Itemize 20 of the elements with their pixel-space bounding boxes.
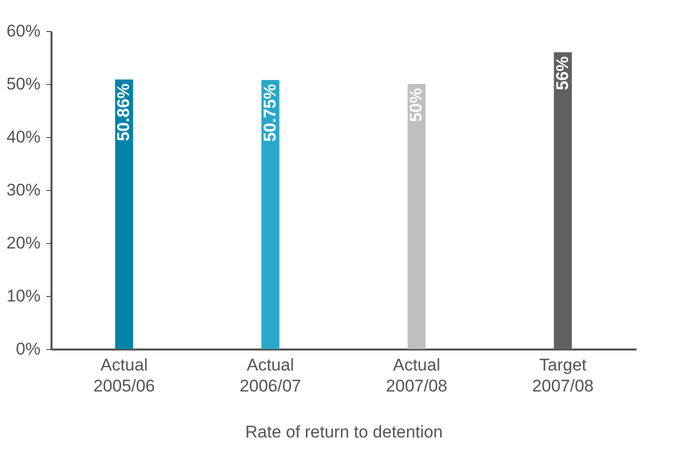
data-label: 50% [406,88,426,122]
y-tick-label: 60% [6,22,40,40]
bar [408,84,426,349]
data-label: 50.75% [260,84,280,142]
bar [261,80,280,349]
y-tick-label: 0% [16,340,40,358]
data-label: 56% [552,56,572,90]
x-tick-label: Actual 2007/08 [386,356,448,396]
y-tick-label: 20% [6,234,40,252]
x-tick-label: Actual 2005/06 [93,356,155,396]
y-tick-label: 40% [6,128,40,146]
x-tick-label: Target 2007/08 [532,356,594,396]
bar [554,52,572,349]
data-label: 50.86% [114,83,134,142]
y-tick-label: 10% [6,286,40,306]
y-tick-label: 30% [6,180,40,200]
x-axis-title: Rate of return to detention [245,422,443,442]
x-tick-label: Actual 2006/07 [240,356,302,396]
bar [115,79,134,349]
y-tick-label: 50% [6,74,40,94]
